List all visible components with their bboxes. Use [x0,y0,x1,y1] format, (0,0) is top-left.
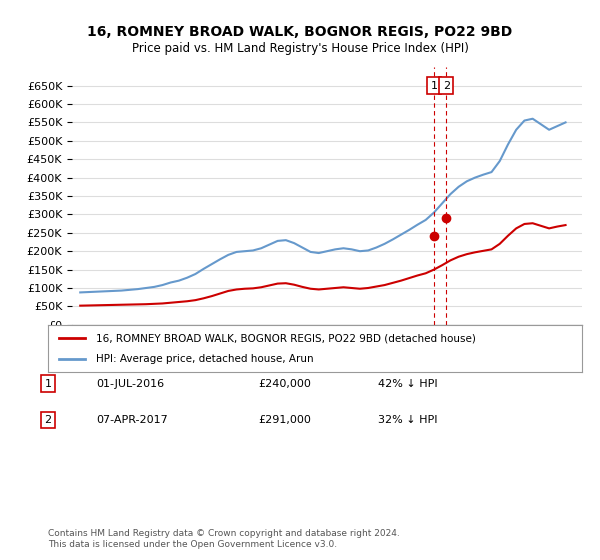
Text: £240,000: £240,000 [258,379,311,389]
Text: 01-JUL-2016: 01-JUL-2016 [96,379,164,389]
Text: 07-APR-2017: 07-APR-2017 [96,415,168,425]
Text: Price paid vs. HM Land Registry's House Price Index (HPI): Price paid vs. HM Land Registry's House … [131,42,469,55]
Text: 2: 2 [443,81,450,91]
Text: 42% ↓ HPI: 42% ↓ HPI [378,379,437,389]
Text: Contains HM Land Registry data © Crown copyright and database right 2024.
This d: Contains HM Land Registry data © Crown c… [48,529,400,549]
Text: 32% ↓ HPI: 32% ↓ HPI [378,415,437,425]
Text: £291,000: £291,000 [258,415,311,425]
Text: 16, ROMNEY BROAD WALK, BOGNOR REGIS, PO22 9BD (detached house): 16, ROMNEY BROAD WALK, BOGNOR REGIS, PO2… [96,333,476,343]
Text: 1: 1 [430,81,437,91]
Text: 1: 1 [44,379,52,389]
Text: 2: 2 [44,415,52,425]
Text: HPI: Average price, detached house, Arun: HPI: Average price, detached house, Arun [96,354,314,364]
Text: 16, ROMNEY BROAD WALK, BOGNOR REGIS, PO22 9BD: 16, ROMNEY BROAD WALK, BOGNOR REGIS, PO2… [88,25,512,39]
